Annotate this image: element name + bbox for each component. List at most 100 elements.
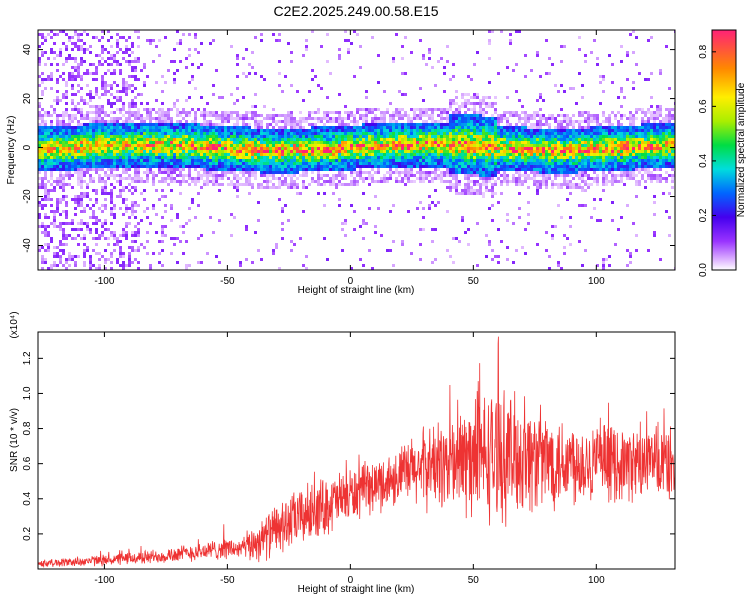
heatmap-cell — [299, 156, 302, 159]
heatmap-cell — [503, 141, 506, 144]
heatmap-cell — [131, 102, 134, 105]
heatmap-cell — [59, 30, 62, 33]
heatmap-cell — [119, 135, 122, 138]
heatmap-cell — [251, 165, 254, 168]
heatmap-cell — [74, 165, 77, 168]
heatmap-cell — [191, 150, 194, 153]
heatmap-cell — [146, 162, 149, 165]
heatmap-cell — [452, 168, 455, 171]
heatmap-cell — [131, 213, 134, 216]
heatmap-cell — [440, 141, 443, 144]
heatmap-cell — [488, 207, 491, 210]
heatmap-cell — [107, 144, 110, 147]
heatmap-cell — [545, 144, 548, 147]
heatmap-cell — [215, 168, 218, 171]
heatmap-cell — [401, 177, 404, 180]
heatmap-cell — [296, 132, 299, 135]
heatmap-cell — [170, 180, 173, 183]
heatmap-cell — [464, 150, 467, 153]
heatmap-cell — [197, 126, 200, 129]
heatmap-cell — [293, 138, 296, 141]
heatmap-cell — [296, 144, 299, 147]
heatmap-cell — [98, 135, 101, 138]
heatmap-cell — [392, 135, 395, 138]
heatmap-cell — [533, 126, 536, 129]
heatmap-cell — [413, 114, 416, 117]
heatmap-cell — [77, 171, 80, 174]
heatmap-cell — [350, 111, 353, 114]
heatmap-cell — [146, 114, 149, 117]
heatmap-cell — [491, 126, 494, 129]
heatmap-cell — [416, 135, 419, 138]
heatmap-cell — [92, 135, 95, 138]
heatmap-cell — [104, 72, 107, 75]
heatmap-cell — [506, 213, 509, 216]
heatmap-cell — [212, 141, 215, 144]
heatmap-cell — [368, 156, 371, 159]
heatmap-cell — [488, 126, 491, 129]
heatmap-cell — [38, 33, 41, 36]
heatmap-cell — [461, 219, 464, 222]
heatmap-cell — [164, 210, 167, 213]
heatmap-cell — [449, 147, 452, 150]
heatmap-cell — [350, 171, 353, 174]
heatmap-cell — [83, 123, 86, 126]
heatmap-cell — [398, 123, 401, 126]
heatmap-cell — [473, 102, 476, 105]
heatmap-cell — [482, 135, 485, 138]
heatmap-cell — [242, 171, 245, 174]
heatmap-cell — [506, 150, 509, 153]
heatmap-cell — [134, 153, 137, 156]
heatmap-cell — [65, 174, 68, 177]
heatmap-cell — [299, 141, 302, 144]
heatmap-cell — [410, 174, 413, 177]
heatmap-cell — [443, 129, 446, 132]
heatmap-cell — [248, 150, 251, 153]
heatmap-cell — [284, 168, 287, 171]
heatmap-cell — [446, 249, 449, 252]
heatmap-cell — [59, 168, 62, 171]
heatmap-cell — [158, 114, 161, 117]
heatmap-cell — [116, 42, 119, 45]
heatmap-cell — [176, 69, 179, 72]
heatmap-cell — [131, 69, 134, 72]
heatmap-cell — [137, 144, 140, 147]
heatmap-cell — [542, 123, 545, 126]
heatmap-cell — [395, 144, 398, 147]
heatmap-cell — [275, 120, 278, 123]
heatmap-cell — [110, 183, 113, 186]
heatmap-cell — [278, 168, 281, 171]
heatmap-cell — [470, 156, 473, 159]
heatmap-cell — [134, 174, 137, 177]
heatmap-cell — [293, 159, 296, 162]
heatmap-cell — [80, 63, 83, 66]
heatmap-cell — [377, 141, 380, 144]
heatmap-cell — [503, 147, 506, 150]
heatmap-cell — [353, 153, 356, 156]
heatmap-cell — [245, 180, 248, 183]
heatmap-cell — [341, 159, 344, 162]
heatmap-cell — [56, 126, 59, 129]
heatmap-cell — [161, 216, 164, 219]
heatmap-cell — [125, 111, 128, 114]
heatmap-cell — [209, 141, 212, 144]
heatmap-cell — [410, 120, 413, 123]
heatmap-cell — [98, 147, 101, 150]
heatmap-cell — [419, 258, 422, 261]
heatmap-cell — [377, 147, 380, 150]
heatmap-cell — [380, 135, 383, 138]
heatmap-cell — [506, 111, 509, 114]
heatmap-cell — [509, 162, 512, 165]
heatmap-cell — [143, 171, 146, 174]
heatmap-cell — [131, 207, 134, 210]
heatmap-cell — [521, 156, 524, 159]
heatmap-cell — [98, 120, 101, 123]
heatmap-cell — [476, 183, 479, 186]
heatmap-cell — [56, 90, 59, 93]
heatmap-cell — [440, 117, 443, 120]
heatmap-cell — [62, 234, 65, 237]
heatmap-cell — [236, 159, 239, 162]
heatmap-cell — [188, 153, 191, 156]
heatmap-cell — [140, 192, 143, 195]
heatmap-cell — [86, 111, 89, 114]
